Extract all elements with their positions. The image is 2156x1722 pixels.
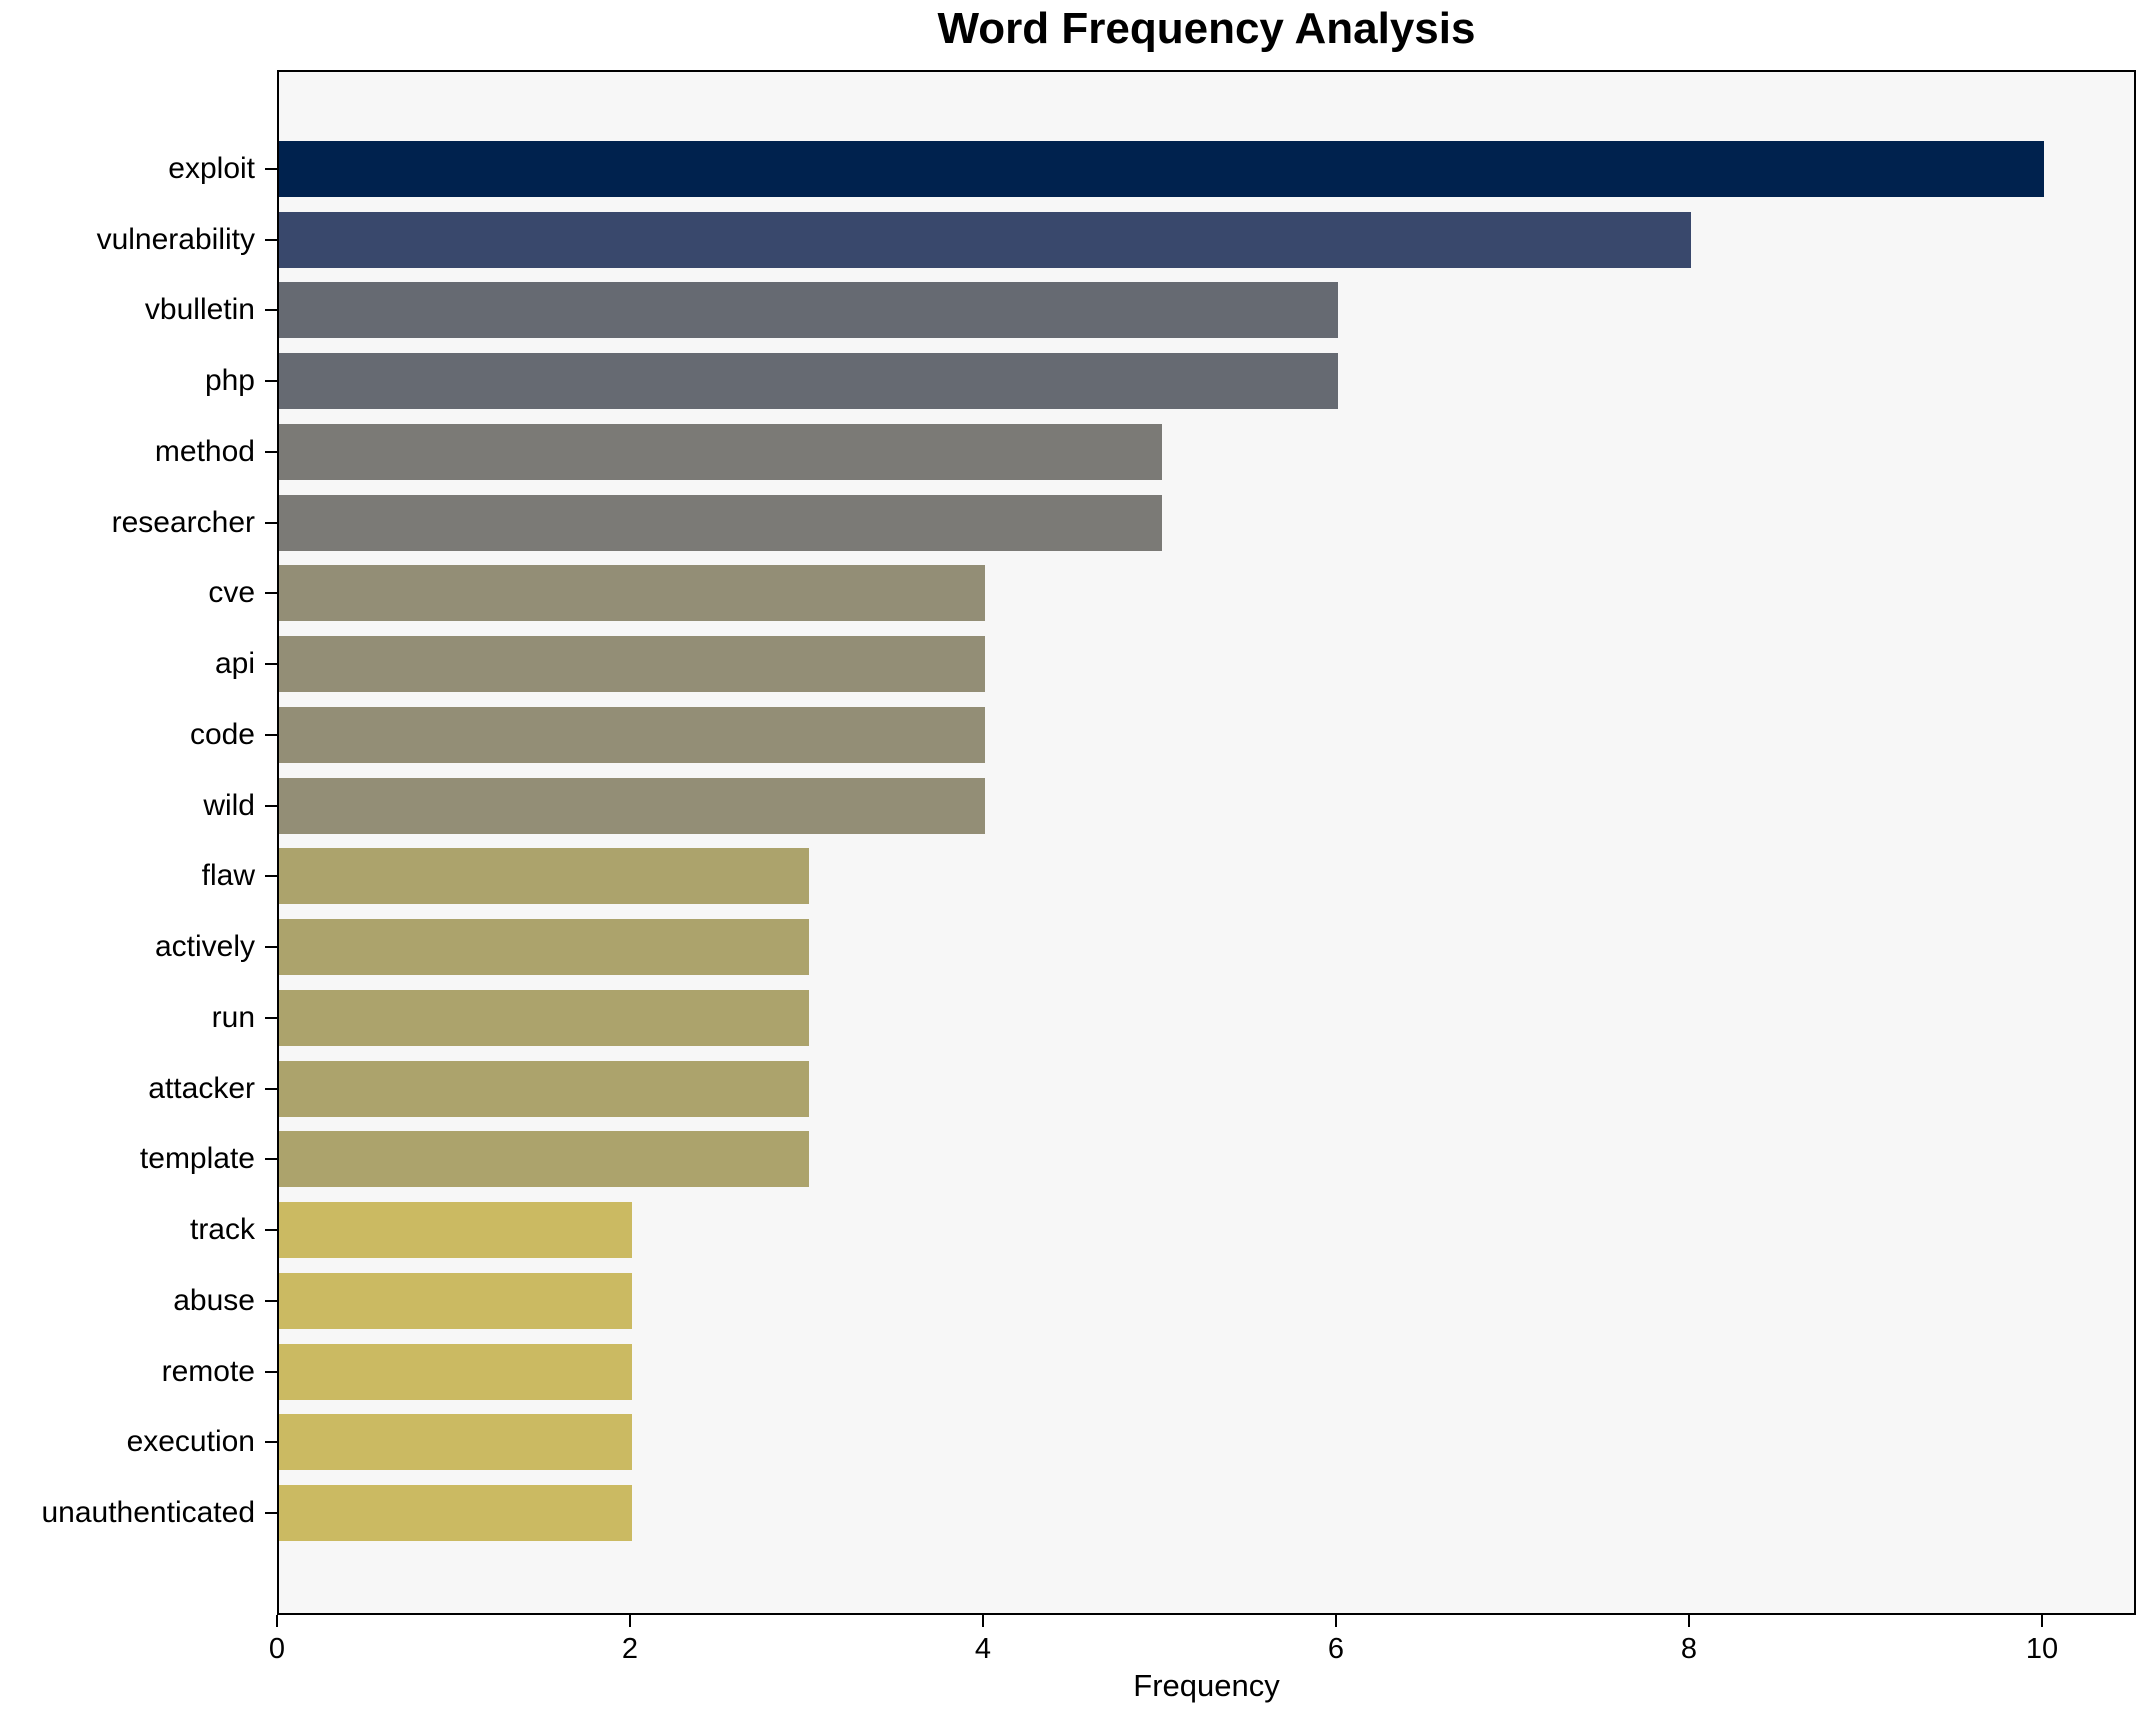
y-tick-label-execution: execution — [126, 1425, 255, 1459]
bar-php — [279, 353, 1338, 410]
y-tick-mark — [265, 521, 277, 524]
x-tick-mark — [1688, 1615, 1690, 1627]
y-tick-label-api: api — [214, 647, 255, 681]
y-tick-mark — [265, 1299, 277, 1302]
x-axis-title: Frequency — [1133, 1668, 1280, 1703]
bar-track — [279, 1202, 632, 1259]
x-tick-label-6: 6 — [1327, 1633, 1345, 1665]
x-tick-mark — [629, 1615, 631, 1627]
y-tick-mark — [265, 663, 277, 666]
y-tick-mark — [265, 1158, 277, 1161]
y-tick-mark — [265, 1512, 277, 1515]
bar-actively — [279, 919, 809, 976]
y-tick-mark — [265, 168, 277, 170]
y-tick-label-vulnerability: vulnerability — [96, 222, 255, 256]
x-tick-label-8: 8 — [1680, 1633, 1698, 1665]
y-tick-mark — [265, 1441, 277, 1444]
chart-title: Word Frequency Analysis — [937, 4, 1476, 53]
x-tick-label-2: 2 — [621, 1633, 639, 1665]
y-tick-label-track: track — [189, 1213, 255, 1247]
x-tick-mark — [1335, 1615, 1337, 1627]
y-tick-mark — [265, 309, 277, 312]
y-tick-mark — [265, 592, 277, 595]
x-tick-label-0: 0 — [268, 1633, 286, 1665]
x-tick-mark — [982, 1615, 984, 1627]
y-tick-label-wild: wild — [203, 788, 255, 822]
bar-attacker — [279, 1060, 809, 1117]
bar-vbulletin — [279, 282, 1338, 339]
bar-method — [279, 423, 1162, 480]
bar-wild — [279, 777, 985, 834]
y-tick-label-code: code — [189, 717, 255, 751]
y-tick-label-attacker: attacker — [148, 1071, 255, 1105]
bar-researcher — [279, 494, 1162, 551]
y-tick-mark — [265, 238, 277, 241]
bar-unauthenticated — [279, 1485, 632, 1542]
y-tick-mark — [265, 804, 277, 807]
bar-execution — [279, 1414, 632, 1471]
y-tick-mark — [265, 450, 277, 453]
y-tick-mark — [265, 946, 277, 949]
y-tick-label-cve: cve — [208, 576, 255, 610]
x-tick-mark — [2041, 1615, 2043, 1627]
bar-run — [279, 989, 809, 1046]
y-tick-label-method: method — [154, 434, 255, 468]
y-tick-label-exploit: exploit — [168, 152, 255, 185]
x-tick-label-10: 10 — [2025, 1633, 2059, 1665]
y-tick-label-template: template — [139, 1142, 255, 1176]
x-tick-label-4: 4 — [974, 1633, 992, 1665]
bar-vulnerability — [279, 211, 1691, 268]
bar-code — [279, 706, 985, 763]
bar-exploit — [279, 141, 2044, 197]
y-tick-mark — [265, 1370, 277, 1373]
bar-cve — [279, 565, 985, 622]
y-tick-label-flaw: flaw — [201, 859, 255, 893]
y-tick-label-vbulletin: vbulletin — [144, 293, 255, 327]
bar-remote — [279, 1343, 632, 1400]
bar-template — [279, 1131, 809, 1188]
y-tick-mark — [265, 1229, 277, 1232]
bar-abuse — [279, 1272, 632, 1329]
y-tick-label-php: php — [204, 364, 255, 398]
x-axis: 0 2 4 6 8 10 — [269, 1613, 2136, 1693]
y-tick-mark — [265, 1087, 277, 1090]
y-axis: exploit vulnerability vbulletin php method re… — [0, 70, 277, 1615]
y-tick-mark — [265, 875, 277, 878]
y-tick-label-run: run — [211, 1000, 255, 1034]
y-tick-label-abuse: abuse — [173, 1283, 255, 1317]
x-tick-mark — [276, 1615, 278, 1627]
y-tick-label-remote: remote — [161, 1354, 255, 1388]
bars-layer — [279, 72, 2134, 1613]
y-tick-label-researcher: researcher — [111, 505, 255, 539]
y-tick-mark — [265, 380, 277, 383]
y-tick-mark — [265, 1016, 277, 1019]
y-tick-label-actively: actively — [154, 930, 255, 964]
y-tick-label-unauthenticated: unauthenticated — [41, 1496, 255, 1530]
bar-api — [279, 636, 985, 693]
y-tick-mark — [265, 733, 277, 736]
bar-flaw — [279, 848, 809, 905]
